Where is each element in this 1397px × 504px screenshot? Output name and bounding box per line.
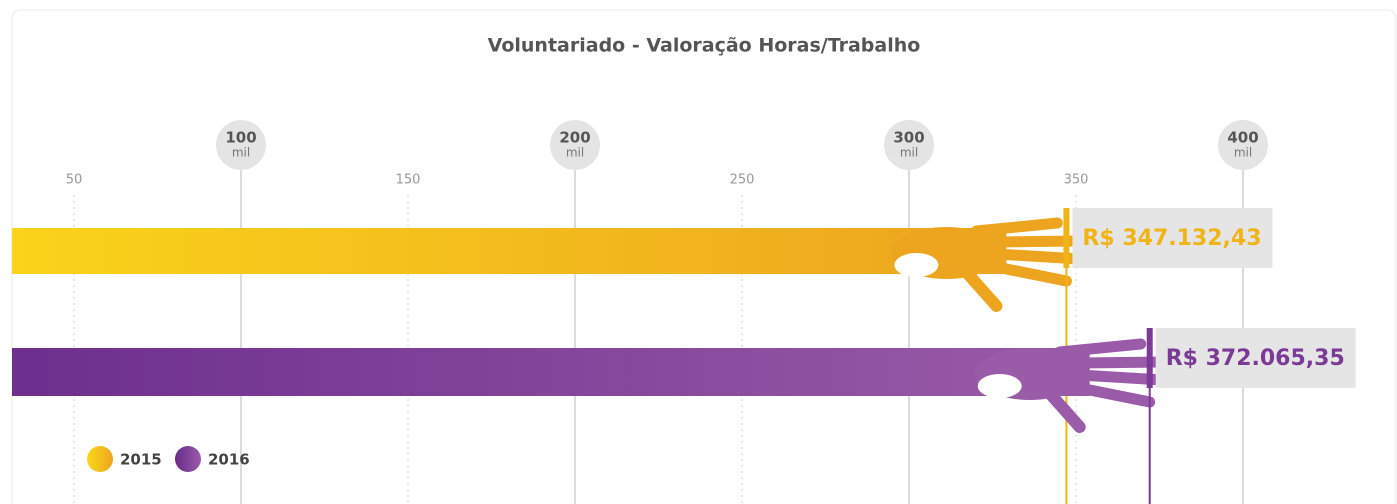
value-marker	[1146, 328, 1153, 388]
bar-group: R$ 347.132,43	[12, 208, 1273, 504]
legend-label: 2016	[208, 451, 250, 469]
plot: 50 150 250 350 R$ 347.132,43 R$ 372.065,35	[12, 170, 1356, 504]
tick-badge	[1218, 120, 1268, 170]
label-box	[1155, 328, 1356, 388]
x-minor-tick-label: 350	[1064, 173, 1089, 188]
x-minor-tick-label: 150	[396, 173, 421, 188]
legend-swatch	[87, 446, 113, 472]
x-tick-unit: mil	[1234, 146, 1252, 160]
x-tick-unit: mil	[232, 146, 250, 160]
bar	[12, 348, 1090, 396]
x-tick-label: 300	[893, 129, 924, 147]
x-tick-unit: mil	[900, 146, 918, 160]
chart-title: Voluntariado - Valoração Horas/Trabalho	[488, 35, 921, 57]
tick-badge	[550, 120, 600, 170]
small-hand	[977, 374, 1022, 398]
bar-group: R$ 372.065,35	[12, 328, 1356, 504]
value-label: R$ 347.132,43	[1082, 226, 1261, 251]
x-tick-label: 200	[559, 129, 590, 147]
x-tick-label: 400	[1227, 129, 1258, 147]
value-marker	[1063, 208, 1070, 268]
small-hand	[894, 253, 939, 277]
hand-finger	[980, 259, 1072, 287]
label-box	[1072, 208, 1273, 268]
x-tick-label: 100	[225, 129, 256, 147]
x-tick-unit: mil	[566, 146, 584, 160]
x-minor-tick-label: 250	[730, 173, 755, 188]
tick-badge	[216, 120, 266, 170]
hand-finger	[1064, 380, 1156, 408]
value-label: R$ 372.065,35	[1166, 346, 1345, 371]
hand-finger	[1054, 338, 1147, 358]
tick-badge	[884, 120, 934, 170]
bar	[12, 228, 1007, 274]
legend-label: 2015	[120, 451, 162, 469]
x-minor-tick-label: 50	[66, 173, 83, 188]
hand-finger	[970, 217, 1063, 237]
legend-swatch	[175, 446, 201, 472]
